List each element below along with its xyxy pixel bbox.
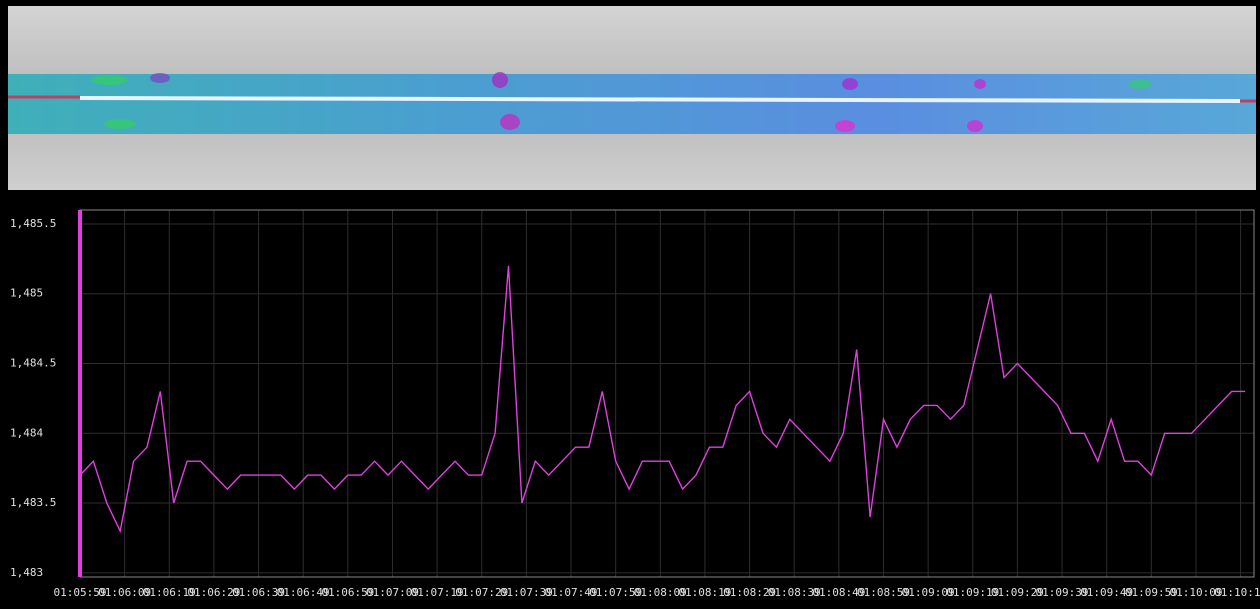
cursor-bar: [78, 210, 82, 577]
scan-image: [0, 0, 1260, 190]
y-tick-label: 1,484.5: [10, 356, 56, 369]
y-tick-label: 1,483.5: [10, 496, 56, 509]
screen: 1,4831,483.51,4841,484.51,4851,485.501:0…: [0, 0, 1260, 609]
y-tick-label: 1,485: [10, 287, 43, 300]
y-tick-label: 1,484: [10, 426, 43, 439]
x-tick-label: 01:10:19: [1214, 586, 1260, 599]
plot-frame: [80, 210, 1254, 577]
data-line: [80, 266, 1245, 531]
y-tick-label: 1,483: [10, 566, 43, 579]
y-tick-label: 1,485.5: [10, 217, 56, 230]
